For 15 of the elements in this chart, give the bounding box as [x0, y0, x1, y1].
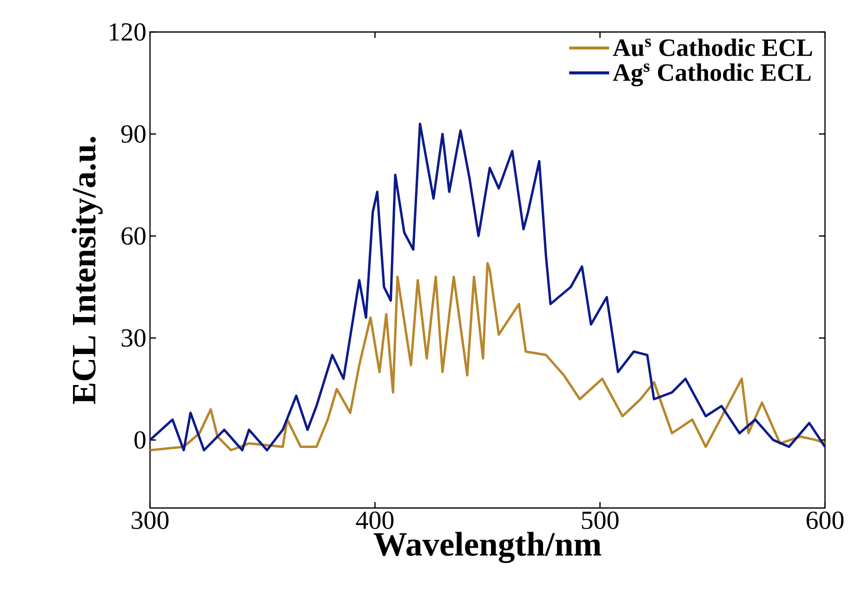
legend-label: Ag$^{s}$ Cathodic ECL — [612, 63, 811, 86]
x-tick-label: 300 — [132, 512, 169, 530]
y-tick-label: 0 — [134, 431, 146, 449]
x-axis-title: Wavelength/nm — [374, 532, 602, 564]
line-series — [150, 262, 825, 452]
x-tick-label: 500 — [582, 512, 619, 530]
y-axis-title: ECL Intensity/a.u. — [72, 136, 103, 404]
y-tick-label: 90 — [121, 125, 146, 143]
legend-label: Au$^{s}$ Cathodic ECL — [612, 38, 812, 56]
x-tick-label: 400 — [356, 512, 394, 530]
y-tick-label: 30 — [122, 329, 146, 347]
line-series — [150, 122, 825, 452]
y-tick-label: 60 — [122, 227, 146, 245]
y-tick-label: 120 — [110, 23, 146, 41]
x-tick-label: 600 — [806, 512, 844, 530]
